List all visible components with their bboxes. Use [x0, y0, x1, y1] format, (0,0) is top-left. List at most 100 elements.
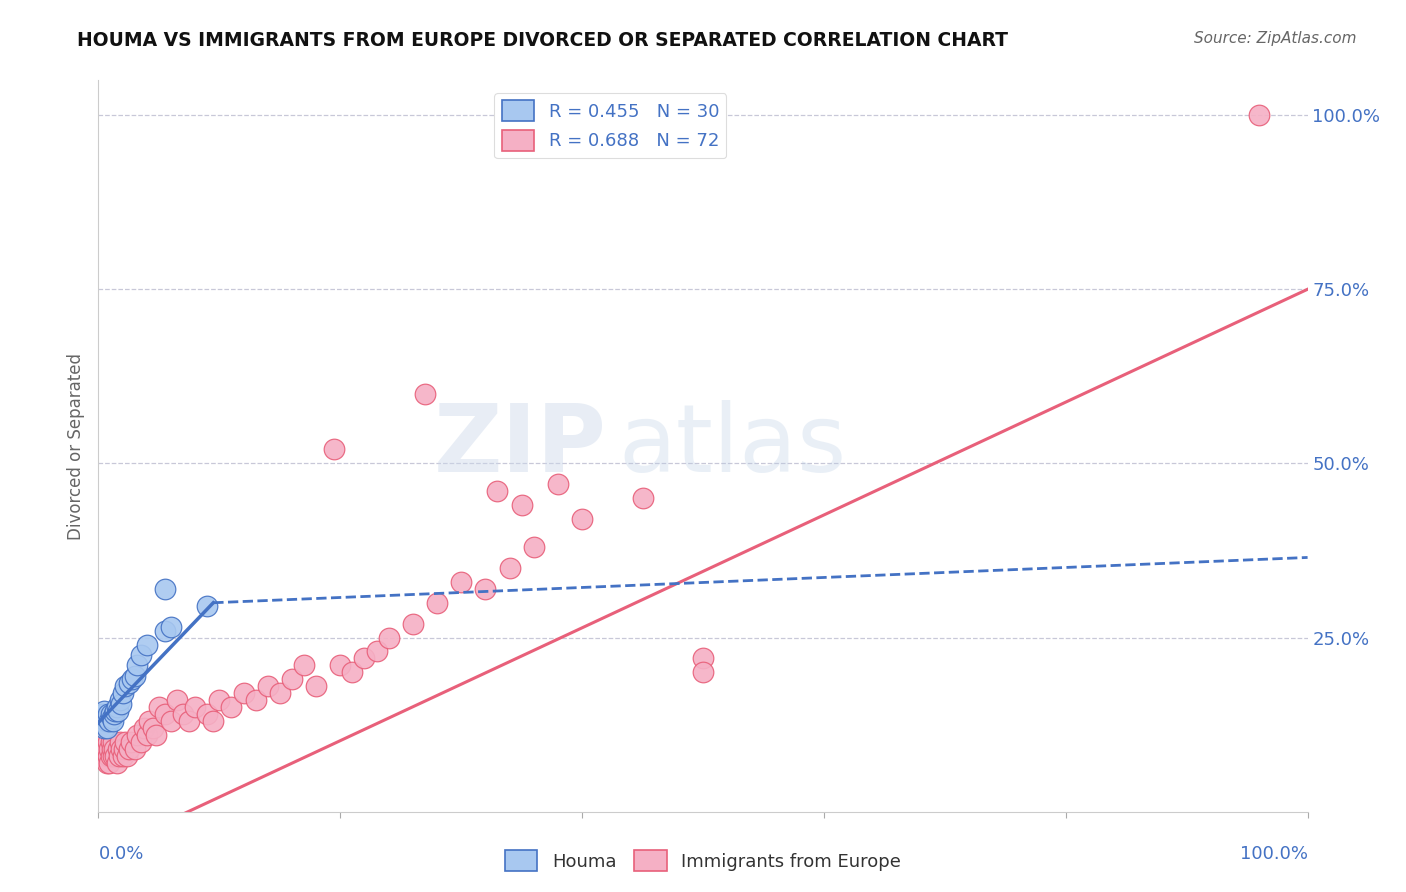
Point — [91, 742, 114, 756]
Point — [108, 749, 131, 764]
Point — [184, 700, 207, 714]
Point — [91, 714, 114, 728]
Point — [631, 491, 654, 506]
Point — [135, 728, 157, 742]
Text: atlas: atlas — [619, 400, 846, 492]
Point — [166, 693, 188, 707]
Point — [97, 735, 120, 749]
Point — [93, 742, 115, 756]
Point — [98, 756, 121, 770]
Point — [402, 616, 425, 631]
Point — [101, 714, 124, 728]
Point — [129, 735, 152, 749]
Point — [195, 707, 218, 722]
Point — [305, 679, 328, 693]
Point — [118, 676, 141, 690]
Point — [103, 707, 125, 722]
Point — [474, 582, 496, 596]
Point — [111, 749, 134, 764]
Point — [292, 658, 315, 673]
Point — [179, 714, 201, 728]
Text: HOUMA VS IMMIGRANTS FROM EUROPE DIVORCED OR SEPARATED CORRELATION CHART: HOUMA VS IMMIGRANTS FROM EUROPE DIVORCED… — [77, 31, 1008, 50]
Point — [129, 648, 152, 662]
Point — [93, 721, 115, 735]
Point — [91, 707, 114, 722]
Point — [100, 735, 122, 749]
Point — [121, 673, 143, 687]
Point — [571, 512, 593, 526]
Point — [120, 735, 142, 749]
Point — [160, 714, 183, 728]
Point — [148, 700, 170, 714]
Point — [281, 673, 304, 687]
Point — [256, 679, 278, 693]
Point — [91, 749, 114, 764]
Point — [97, 707, 120, 722]
Point — [90, 735, 112, 749]
Point — [118, 742, 141, 756]
Point — [221, 700, 243, 714]
Point — [377, 631, 399, 645]
Point — [97, 749, 120, 764]
Point — [160, 620, 183, 634]
Point — [134, 721, 156, 735]
Point — [232, 686, 254, 700]
Y-axis label: Divorced or Separated: Divorced or Separated — [66, 352, 84, 540]
Point — [105, 756, 128, 770]
Point — [366, 644, 388, 658]
Point — [114, 735, 136, 749]
Point — [498, 561, 520, 575]
Text: 0.0%: 0.0% — [98, 845, 143, 863]
Point — [426, 596, 449, 610]
Point — [98, 742, 121, 756]
Text: ZIP: ZIP — [433, 400, 606, 492]
Point — [93, 728, 115, 742]
Point — [117, 749, 139, 764]
Point — [110, 697, 132, 711]
Point — [108, 735, 131, 749]
Point — [101, 749, 124, 764]
Point — [142, 721, 165, 735]
Point — [93, 704, 115, 718]
Point — [245, 693, 267, 707]
Point — [94, 735, 117, 749]
Point — [96, 756, 118, 770]
Point — [112, 742, 135, 756]
Point — [96, 721, 118, 735]
Point — [96, 711, 118, 725]
Point — [195, 599, 218, 614]
Legend: R = 0.455   N = 30, R = 0.688   N = 72: R = 0.455 N = 30, R = 0.688 N = 72 — [495, 93, 727, 158]
Point — [110, 742, 132, 756]
Point — [145, 728, 167, 742]
Point — [100, 707, 122, 722]
Point — [323, 442, 346, 457]
Point — [100, 749, 122, 764]
Point — [342, 665, 364, 680]
Point — [94, 749, 117, 764]
Point — [107, 704, 129, 718]
Point — [692, 665, 714, 680]
Point — [108, 693, 131, 707]
Point — [153, 624, 176, 638]
Point — [100, 711, 122, 725]
Point — [486, 484, 509, 499]
Point — [172, 707, 194, 722]
Point — [98, 714, 121, 728]
Point — [114, 679, 136, 693]
Point — [101, 735, 124, 749]
Point — [450, 574, 472, 589]
Point — [107, 742, 129, 756]
Point — [90, 711, 112, 725]
Point — [547, 477, 569, 491]
Point — [135, 638, 157, 652]
Point — [413, 386, 436, 401]
Point — [96, 742, 118, 756]
Point — [127, 728, 149, 742]
Point — [103, 742, 125, 756]
Point — [104, 749, 127, 764]
Text: Source: ZipAtlas.com: Source: ZipAtlas.com — [1194, 31, 1357, 46]
Point — [100, 742, 122, 756]
Point — [124, 669, 146, 683]
Point — [153, 707, 176, 722]
Point — [510, 498, 533, 512]
